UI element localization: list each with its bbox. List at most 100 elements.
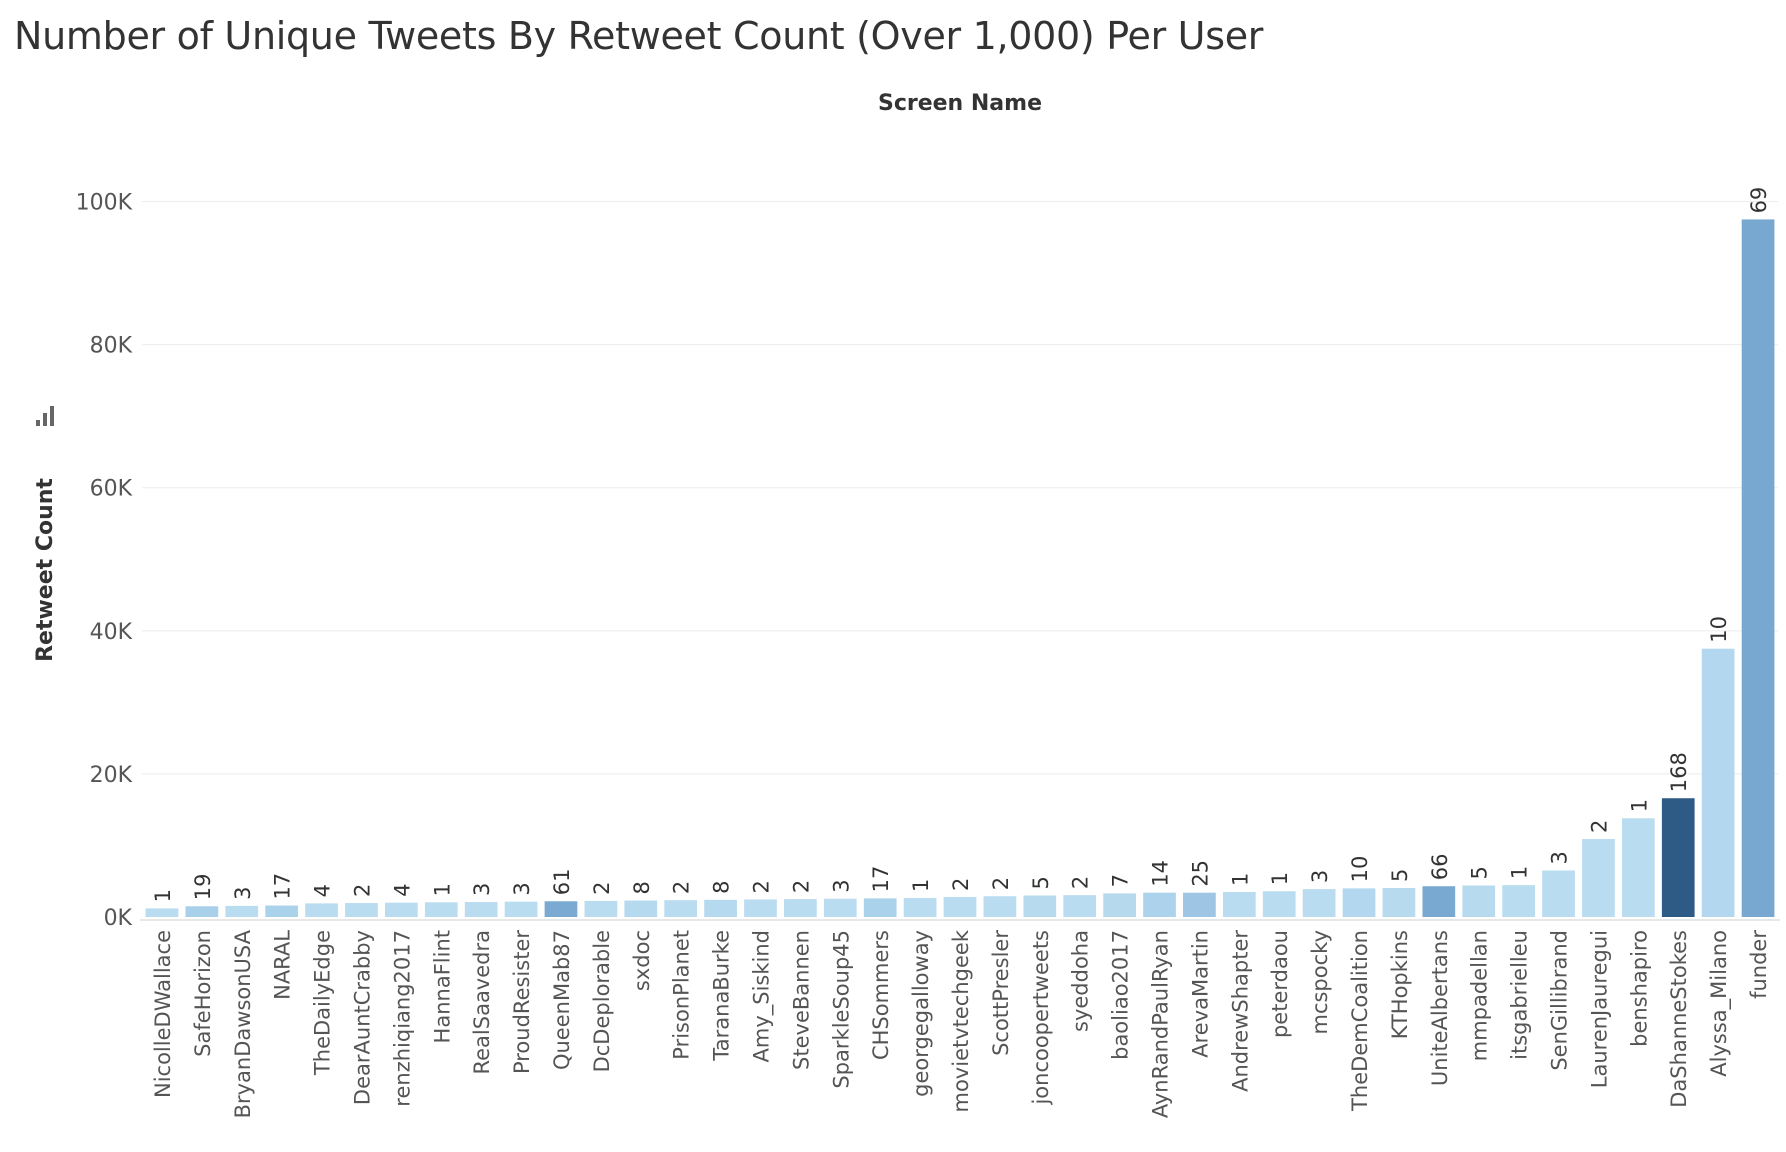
bar-sxdoc[interactable] [624, 900, 658, 917]
bar-TheDailyEdge[interactable] [305, 903, 338, 917]
bar-DearAuntCrabby[interactable] [345, 903, 378, 917]
bar-syeddoha[interactable] [1063, 895, 1097, 917]
bar-SafeHorizon[interactable] [185, 906, 219, 917]
bar-funder[interactable] [1741, 219, 1775, 917]
x-tick-label: movietvtechgeek [949, 929, 973, 1112]
x-tick-label: ArevaMartin [1188, 930, 1212, 1058]
bar-SparkleSoup45[interactable] [823, 898, 857, 917]
bar-value-label: 61 [550, 869, 574, 896]
bar-value-label: 5 [1468, 866, 1492, 879]
x-tick-label: BryanDawsonUSA [231, 929, 255, 1118]
x-tick-label: QueenMab87 [550, 930, 574, 1070]
bar-value-label: 1 [151, 889, 175, 902]
bar-value-label: 3 [470, 883, 494, 896]
sort-icon[interactable] [36, 406, 54, 426]
bar-value-label: 8 [630, 881, 654, 894]
bar-DcDeplorable[interactable] [584, 900, 618, 917]
bar-value-label: 168 [1667, 752, 1691, 792]
x-tick-label: TheDailyEdge [311, 930, 335, 1076]
bar-CHSommers[interactable] [863, 898, 897, 917]
bar-TheDemCoalition[interactable] [1342, 888, 1376, 917]
bar-value-label: 5 [1388, 869, 1412, 882]
x-tick-label: peterdaou [1268, 930, 1292, 1038]
x-tick-label: Amy_Siskind [749, 930, 774, 1063]
bar-BryanDawsonUSA[interactable] [225, 905, 259, 917]
bar-mmpadellan[interactable] [1462, 885, 1496, 917]
bar-HannaFlint[interactable] [424, 902, 458, 917]
x-tick-label: joncoopertweets [1029, 930, 1053, 1106]
bar-value-label: 1 [1268, 872, 1292, 885]
x-tick-label: NicolleDWallace [151, 930, 175, 1098]
bar-renzhiqiang2017[interactable] [385, 902, 418, 917]
bar-value-label: 3 [829, 879, 853, 892]
x-tick-label: DearAuntCrabby [350, 930, 374, 1105]
bar-baoliao2017[interactable] [1103, 893, 1136, 917]
bar-value-label: 2 [1069, 876, 1093, 889]
x-tick-label: UniteAlbertans [1428, 930, 1452, 1086]
bar-UniteAlbertans[interactable] [1422, 886, 1456, 917]
bar-value-label: 25 [1188, 860, 1212, 887]
bar-ScottPresler[interactable] [983, 896, 1017, 917]
bars [145, 219, 1775, 917]
bar-value-label: 3 [1548, 851, 1572, 864]
bar-labels: 1 19 3 17 4 2 4 1 3 3 61 2 8 2 8 2 2 3 17 1 2 2 5 2 7 14 25 1 1 3 10 5 6… [151, 187, 1771, 903]
bar-movietvtechgeek[interactable] [943, 896, 977, 917]
bar-Alyssa_Milano[interactable] [1701, 648, 1735, 917]
bar-value-label: 2 [590, 882, 614, 895]
x-tick-label: itsgabrielleu [1508, 930, 1532, 1060]
bar-PrisonPlanet[interactable] [664, 900, 698, 917]
bar-value-label: 4 [390, 883, 414, 896]
y-axis-title: Retweet Count [33, 478, 58, 662]
bar-NicolleDWallace[interactable] [145, 908, 179, 917]
x-tick-label: HannaFlint [430, 930, 454, 1043]
bar-value-label: 19 [191, 874, 215, 901]
bar-TaranaBurke[interactable] [704, 899, 737, 917]
bar-ProudResister[interactable] [504, 901, 538, 917]
y-axis-ticks: 0K 20K 40K 60K 80K 100K [76, 191, 133, 931]
x-tick-label: renzhiqiang2017 [390, 930, 414, 1107]
bar-QueenMab87[interactable] [544, 901, 578, 917]
bar-georgegalloway[interactable] [903, 898, 937, 917]
x-tick-label: AndrewShapter [1228, 930, 1252, 1092]
bar-mcspocky[interactable] [1302, 889, 1336, 917]
bar-LaurenJauregui[interactable] [1582, 839, 1615, 917]
x-tick-label: Alyssa_Milano [1707, 930, 1732, 1077]
bar-value-label: 3 [510, 882, 534, 895]
x-tick-label: mmpadellan [1468, 930, 1492, 1061]
x-tick-label: TaranaBurke [710, 930, 734, 1062]
bar-value-label: 3 [1308, 870, 1332, 883]
x-tick-label: baoliao2017 [1109, 930, 1133, 1060]
x-tick-label: KTHopkins [1388, 930, 1412, 1039]
bar-ArevaMartin[interactable] [1183, 892, 1216, 917]
bar-value-label: 8 [710, 880, 734, 893]
x-tick-label: sxdoc [630, 930, 654, 991]
bar-RealSaavedra[interactable] [464, 901, 498, 917]
y-tick-label: 20K [90, 763, 133, 788]
bar-peterdaou[interactable] [1262, 891, 1296, 917]
bar-SenGillibrand[interactable] [1542, 870, 1575, 917]
x-tick-label: SafeHorizon [191, 930, 215, 1057]
bar-value-label: 2 [789, 880, 813, 893]
bar-Amy_Siskind[interactable] [744, 899, 777, 917]
gridlines [142, 201, 1778, 775]
bar-benshapiro[interactable] [1621, 818, 1655, 917]
bar-value-label: 3 [231, 887, 255, 900]
bar-value-label: 2 [1587, 820, 1611, 833]
bar-joncoopertweets[interactable] [1023, 895, 1057, 917]
y-tick-label: 80K [90, 334, 133, 359]
x-tick-label: ScottPresler [989, 930, 1013, 1056]
bar-NARAL[interactable] [265, 905, 299, 917]
bar-SteveBannen[interactable] [784, 899, 817, 917]
bar-value-label: 69 [1747, 187, 1771, 214]
bar-value-label: 4 [311, 884, 335, 897]
bar-KTHopkins[interactable] [1382, 888, 1416, 917]
bar-itsgabrielleu[interactable] [1502, 885, 1535, 917]
x-tick-label: mcspocky [1308, 930, 1332, 1035]
bar-value-label: 2 [749, 880, 773, 893]
bar-AynRandPaulRyan[interactable] [1143, 892, 1176, 917]
bar-value-label: 66 [1428, 854, 1452, 881]
bar-AndrewShapter[interactable] [1222, 891, 1256, 917]
x-tick-label: RealSaavedra [470, 930, 494, 1075]
bar-DaShanneStokes[interactable] [1661, 798, 1695, 917]
x-tick-label: LaurenJauregui [1587, 930, 1611, 1088]
